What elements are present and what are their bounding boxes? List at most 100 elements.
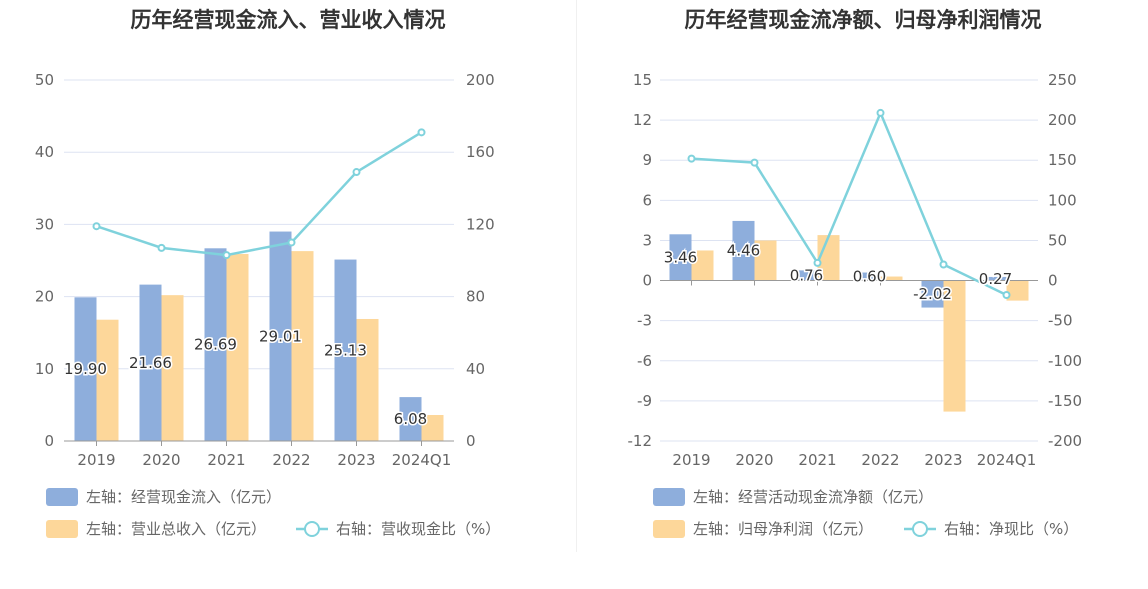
legend-label: 左轴：经营现金流入（亿元） — [86, 488, 281, 506]
legend-swatch-primary — [653, 488, 685, 506]
ratio-point — [222, 251, 231, 260]
bar-value-label: 3.46 — [664, 248, 697, 266]
bar-secondary — [880, 276, 903, 281]
legend-swatch-secondary — [653, 520, 685, 538]
legend-label: 左轴：营业总收入（亿元） — [86, 520, 266, 538]
bar-secondary — [754, 240, 777, 281]
ratio-point — [157, 243, 166, 252]
bar-value-label: 21.66 — [129, 354, 172, 372]
y-right-tick-label: 150 — [1048, 151, 1077, 169]
bar-secondary — [421, 415, 444, 441]
x-tick-label: 2024Q1 — [977, 451, 1037, 469]
ratio-point — [687, 154, 696, 163]
x-tick-label: 2021 — [207, 451, 245, 469]
y-left-tick-label: 12 — [633, 111, 652, 129]
y-left-tick-label: 30 — [35, 215, 54, 233]
legend-label: 右轴：净现比（%） — [944, 520, 1078, 538]
y-right-tick-label: 250 — [1048, 71, 1077, 89]
bar-secondary — [1006, 280, 1029, 301]
y-right-tick-label: -150 — [1048, 392, 1082, 410]
chart-title: 历年经营现金流入、营业收入情况 — [130, 8, 446, 32]
bar-secondary — [943, 280, 966, 412]
y-right-tick-label: 50 — [1048, 231, 1067, 249]
y-left-tick-label: -9 — [637, 392, 652, 410]
bar-value-label: 0.76 — [790, 266, 823, 284]
legend-swatch-secondary — [46, 520, 78, 538]
y-right-tick-label: 200 — [466, 71, 495, 89]
bar-value-label: 26.69 — [194, 336, 237, 354]
y-left-tick-label: 50 — [35, 71, 54, 89]
ratio-point — [92, 222, 101, 231]
bar-value-label: 25.13 — [324, 341, 367, 359]
chart-right: -12 -9 -6 -3 0 3 6 9 12 15 -200 -150 -100 -50 0 50 100 15… — [628, 71, 1082, 538]
bar-secondary — [226, 254, 249, 441]
y-right-tick-label: 120 — [466, 215, 495, 233]
ratio-point — [939, 260, 948, 269]
y-right-tick-label: 100 — [1048, 191, 1077, 209]
x-tick-label: 2019 — [672, 451, 710, 469]
x-tick-label: 2022 — [272, 451, 310, 469]
x-tick-label: 2023 — [924, 451, 962, 469]
bar-primary — [984, 276, 1007, 281]
bar-primary — [921, 280, 944, 308]
bar-primary — [399, 397, 422, 441]
bar-value-label: 0.60 — [853, 268, 886, 286]
y-left-tick-label: 3 — [642, 231, 652, 249]
y-right-tick-label: 0 — [466, 432, 476, 450]
x-tick-label: 2019 — [77, 451, 115, 469]
chart-left: 0 10 20 30 40 50 0 40 80 120 160 200 2019 2020 2021 202… — [35, 71, 500, 538]
x-tick-label: 2020 — [735, 451, 773, 469]
y-left-tick-label: 6 — [642, 191, 652, 209]
y-right-tick-label: -50 — [1048, 312, 1073, 330]
bar-value-label: 0.27 — [979, 270, 1012, 288]
legend-label: 右轴：营收现金比（%） — [336, 520, 500, 538]
y-right-tick-label: -100 — [1048, 352, 1082, 370]
ratio-point — [1002, 290, 1011, 299]
bar-value-label: -2.02 — [913, 285, 952, 303]
chart-panel-right: 历年经营现金流净额、归母净利润情况 -12 -9 -6 -3 0 3 6 9 12 15 -200-… — [576, 0, 1148, 552]
x-tick-label: 2020 — [142, 451, 180, 469]
y-left-tick-label: 15 — [633, 71, 652, 89]
bar-primary — [669, 234, 692, 281]
legend-line-marker — [304, 521, 320, 537]
chart-panel-left: 历年经营现金流入、营业收入情况 0 10 20 30 40 50 0 40 80 120 160 20… — [0, 0, 576, 552]
y-left-tick-label: 0 — [642, 272, 652, 290]
legend-label: 左轴：归母净利润（亿元） — [693, 520, 873, 538]
ratio-line — [691, 109, 1008, 297]
bar-primary — [334, 259, 357, 441]
bar-value-label: 19.90 — [64, 360, 107, 378]
bar-secondary — [817, 235, 840, 281]
bar-primary — [74, 297, 97, 441]
bar-primary — [204, 248, 227, 441]
ratio-line — [96, 131, 423, 257]
y-left-tick-label: 40 — [35, 143, 54, 161]
bar-value-label: 4.46 — [727, 242, 760, 260]
legend-swatch-primary — [46, 488, 78, 506]
legend-label: 左轴：经营活动现金流净额（亿元） — [693, 488, 933, 506]
bar-secondary — [356, 318, 379, 441]
bar-secondary — [96, 319, 119, 441]
y-left-tick-label: 9 — [642, 151, 652, 169]
ratio-point — [750, 158, 759, 167]
chart-title: 历年经营现金流净额、归母净利润情况 — [684, 8, 1042, 32]
bar-primary — [858, 272, 881, 281]
y-right-tick-label: 40 — [466, 360, 485, 378]
y-right-tick-label: -200 — [1048, 432, 1082, 450]
x-tick-label: 2022 — [861, 451, 899, 469]
bar-secondary — [291, 251, 314, 441]
x-tick-label: 2023 — [337, 451, 375, 469]
x-tick-label: 2024Q1 — [392, 451, 452, 469]
bar-value-label: 6.08 — [394, 410, 427, 428]
ratio-point — [287, 238, 296, 247]
bar-primary — [732, 220, 755, 281]
bar-primary — [795, 270, 818, 281]
bar-secondary — [161, 295, 184, 441]
bar-secondary — [691, 250, 714, 281]
y-left-tick-label: 20 — [35, 288, 54, 306]
y-right-tick-label: 160 — [466, 143, 495, 161]
bar-primary — [269, 231, 292, 441]
x-tick-label: 2021 — [798, 451, 836, 469]
ratio-point — [876, 108, 885, 117]
ratio-point — [417, 128, 426, 137]
y-left-tick-label: -3 — [637, 312, 652, 330]
